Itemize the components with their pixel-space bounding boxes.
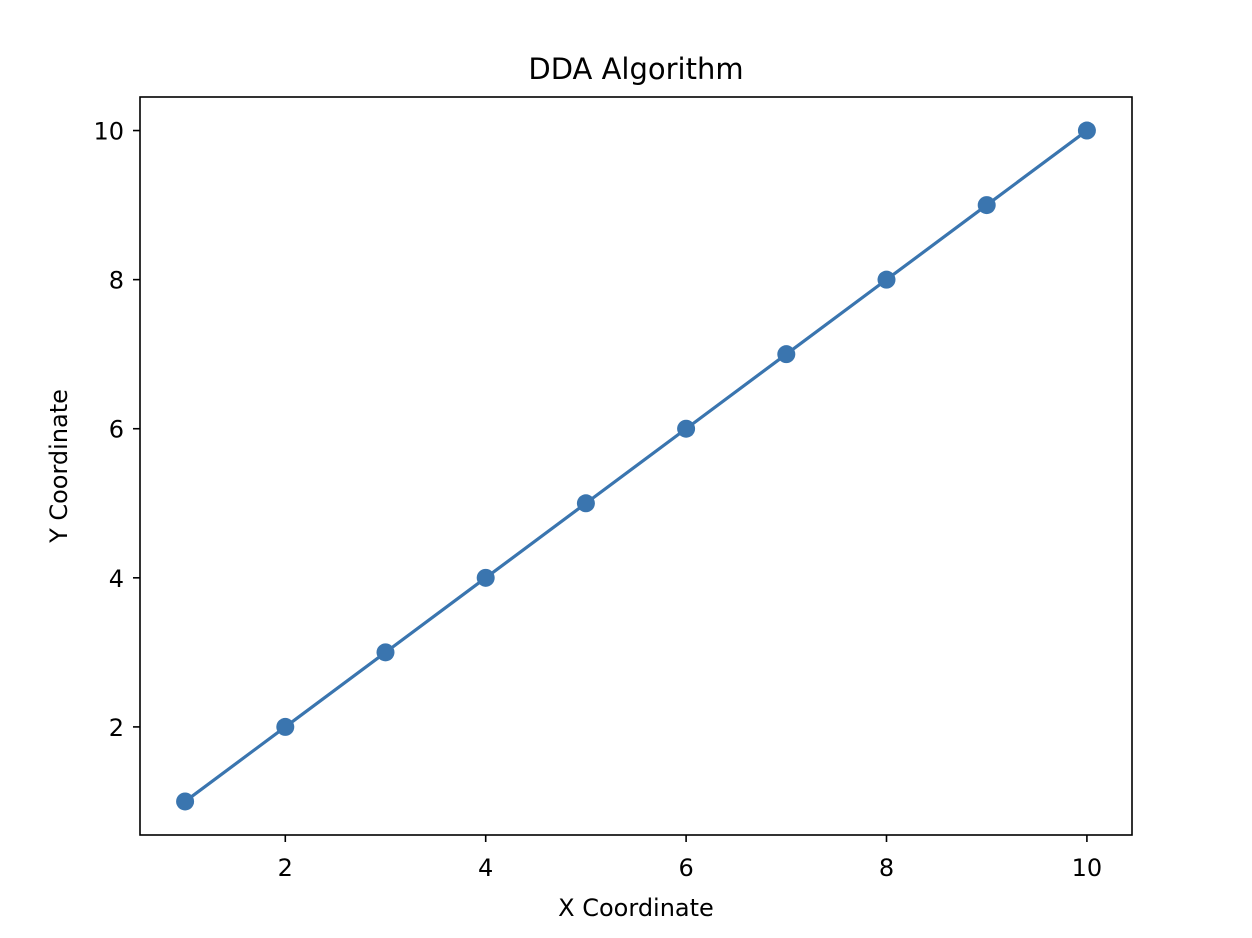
x-tick-label: 10 (1072, 854, 1103, 882)
y-tick-label: 6 (109, 416, 124, 444)
plot-frame (139, 96, 1133, 836)
x-tick-label: 4 (478, 854, 493, 882)
y-tick-label: 4 (109, 565, 124, 593)
chart-title: DDA Algorithm (528, 52, 743, 86)
y-axis-label: Y Coordinate (45, 389, 73, 544)
data-point (1077, 121, 1096, 140)
data-point (476, 568, 495, 587)
x-axis-label: X Coordinate (558, 894, 714, 922)
data-point (276, 717, 295, 736)
x-axis-ticks: 2 4 6 8 10 (278, 835, 1103, 882)
y-tick-label: 2 (109, 714, 124, 742)
data-point (777, 345, 796, 364)
x-tick-label: 8 (879, 854, 894, 882)
data-point (576, 494, 595, 513)
y-axis-ticks: 2 4 6 8 10 (93, 118, 140, 742)
data-point (877, 270, 896, 289)
data-point (376, 643, 395, 662)
x-tick-label: 6 (678, 854, 693, 882)
data-point (677, 419, 696, 438)
plot-area (176, 121, 1096, 811)
data-point (176, 792, 195, 811)
x-tick-label: 2 (278, 854, 293, 882)
y-tick-label: 10 (93, 118, 124, 146)
series-line (184, 129, 1088, 803)
data-point (977, 196, 996, 215)
y-tick-label: 8 (109, 267, 124, 295)
